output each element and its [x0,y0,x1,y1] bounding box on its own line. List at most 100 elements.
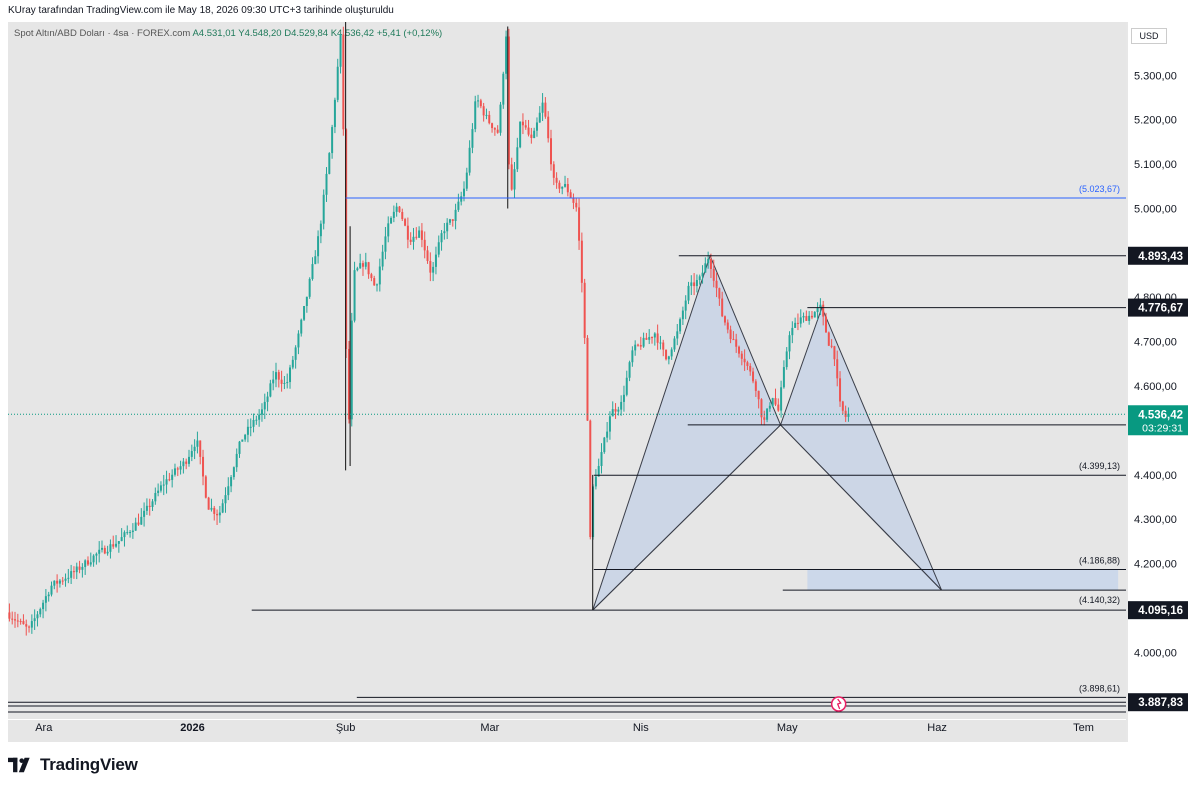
candle-body [780,387,783,411]
candle-body [249,426,252,428]
candle-body [165,479,168,485]
candle-body [653,333,656,338]
last-price-label: 4.536,42 [1138,409,1183,421]
candle-body [726,322,729,330]
footer-brand: TradingView [8,752,138,778]
time-axis[interactable] [8,720,1126,742]
candle-body [544,102,547,117]
candle-body [662,342,665,350]
candle-body [555,177,558,183]
y-tick-label: 4.200,00 [1134,559,1177,571]
candle-body [833,346,836,360]
candle-body [8,612,11,619]
candle-body [440,233,443,243]
candle-body [695,280,698,287]
candle-body [314,256,317,265]
candle-body [291,359,294,368]
candle-body [707,259,710,264]
candle-body [704,263,707,273]
candle-body [112,544,115,547]
candle-body [418,230,421,238]
candle-body [603,437,606,453]
plot-area[interactable] [8,22,1126,719]
symbol-legend: Spot Altın/ABD Doları · 4sa · FOREX.com … [14,28,442,39]
price-badge-label: 3.887,83 [1138,697,1183,709]
level-label: (4.186,88) [1079,555,1120,565]
candle-body [782,367,785,388]
candle-body [535,122,538,131]
candle-body [159,485,162,491]
candle-body [471,129,474,148]
candle-body [44,596,47,603]
candle-body [384,236,387,252]
candle-body [673,338,676,350]
candle-body [549,138,552,165]
candle-body [589,420,592,538]
candle-body [347,348,350,420]
candle-body [841,401,844,411]
candle-body [796,322,799,324]
candle-body [564,184,567,187]
candle-body [64,578,67,581]
candle-body [443,231,446,234]
candle-body [11,618,14,620]
candle-body [656,333,659,343]
candle-body [339,34,342,67]
candle-body [479,100,482,107]
pattern-bcd [779,306,942,591]
candle-body [746,362,749,366]
chart-svg[interactable]: (5.023,67)4.893,434.776,674.512,42(4.399… [0,20,1200,742]
legend-open: A4.531,01 [192,28,236,39]
chart-frame[interactable]: Spot Altın/ABD Doları · 4sa · FOREX.com … [0,20,1200,742]
candle-body [47,594,50,597]
candle-body [715,280,718,289]
candle-body [474,101,477,130]
candle-body [258,414,261,420]
candle-body [230,477,233,487]
candle-body [819,304,822,308]
candle-body [575,202,578,208]
candle-body [614,409,617,412]
candle-body [465,172,468,189]
candle-body [78,566,81,570]
x-tick-label: 2026 [180,722,204,734]
candle-body [510,164,513,190]
candle-body [56,580,59,584]
currency-button[interactable]: USD [1131,28,1167,44]
y-tick-label: 5.200,00 [1134,115,1177,127]
candle-body [665,349,668,360]
candle-body [109,544,112,552]
candle-body [36,614,39,619]
candle-body [274,372,277,380]
y-tick-label: 5.300,00 [1134,70,1177,82]
candle-body [738,346,741,354]
candle-body [244,434,247,440]
candle-body [802,316,805,318]
candle-body [651,337,654,339]
candle-body [499,104,502,133]
candle-body [101,547,104,550]
candle-body [241,439,244,442]
candle-body [367,262,370,275]
candle-body [622,394,625,402]
candle-body [791,327,794,336]
candle-body [625,377,628,395]
candle-body [86,560,89,565]
y-tick-label: 4.400,00 [1134,470,1177,482]
candle-body [401,212,404,220]
x-tick-label: Şub [336,722,356,734]
legend-close: K4.536,42 [330,28,375,39]
candle-body [345,129,348,349]
candle-body [628,362,631,378]
candle-body [350,320,353,420]
candle-body [140,516,143,525]
candle-body [283,382,286,384]
pattern-xb-line [592,424,781,611]
x-tick-label: May [777,722,798,734]
candle-body [353,270,356,321]
candle-body [810,315,813,318]
candle-body [774,398,777,405]
candle-body [370,274,373,279]
candle-body [373,278,376,286]
legend-high: Y4.548,20 [238,28,282,39]
